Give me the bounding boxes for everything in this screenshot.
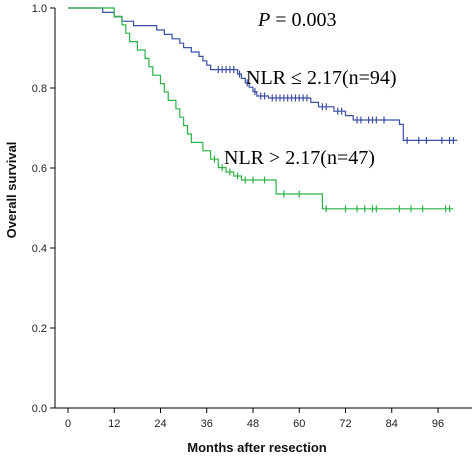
x-tick-label: 12 — [108, 418, 120, 430]
x-axis-title: Months after resection — [187, 440, 326, 455]
survival-curve-2 — [68, 7, 454, 210]
x-tick-label: 84 — [386, 418, 398, 430]
y-axis-title: Overall survival — [4, 142, 19, 239]
survival-curves — [68, 7, 458, 213]
x-tick-label: 96 — [432, 418, 444, 430]
y-tick-label: 0.2 — [32, 323, 47, 335]
y-ticks: 0.0 0.2 0.4 0.6 0.8 1.0 — [32, 3, 55, 415]
p-value-text: = 0.003 — [270, 9, 336, 31]
y-tick-label: 0.6 — [32, 163, 47, 175]
x-tick-label: 0 — [65, 418, 71, 430]
nlr-high-label: NLR > 2.17(n=47) — [224, 147, 375, 169]
p-symbol: P — [257, 9, 270, 31]
x-ticks: 0 12 24 36 48 60 72 84 96 — [65, 408, 444, 430]
nlr-low-label: NLR ≤ 2.17(n=94) — [246, 67, 397, 89]
p-value-annotation: P = 0.003 — [257, 9, 337, 31]
x-tick-label: 24 — [154, 418, 166, 430]
y-tick-label: 1.0 — [32, 3, 47, 15]
x-tick-label: 72 — [339, 418, 351, 430]
y-tick-label: 0.4 — [32, 243, 47, 255]
x-tick-label: 48 — [247, 418, 259, 430]
y-tick-label: 0.0 — [32, 403, 47, 415]
x-tick-label: 60 — [293, 418, 305, 430]
x-tick-label: 36 — [201, 418, 213, 430]
y-tick-label: 0.8 — [32, 83, 47, 95]
survival-curve-1 — [68, 7, 458, 141]
